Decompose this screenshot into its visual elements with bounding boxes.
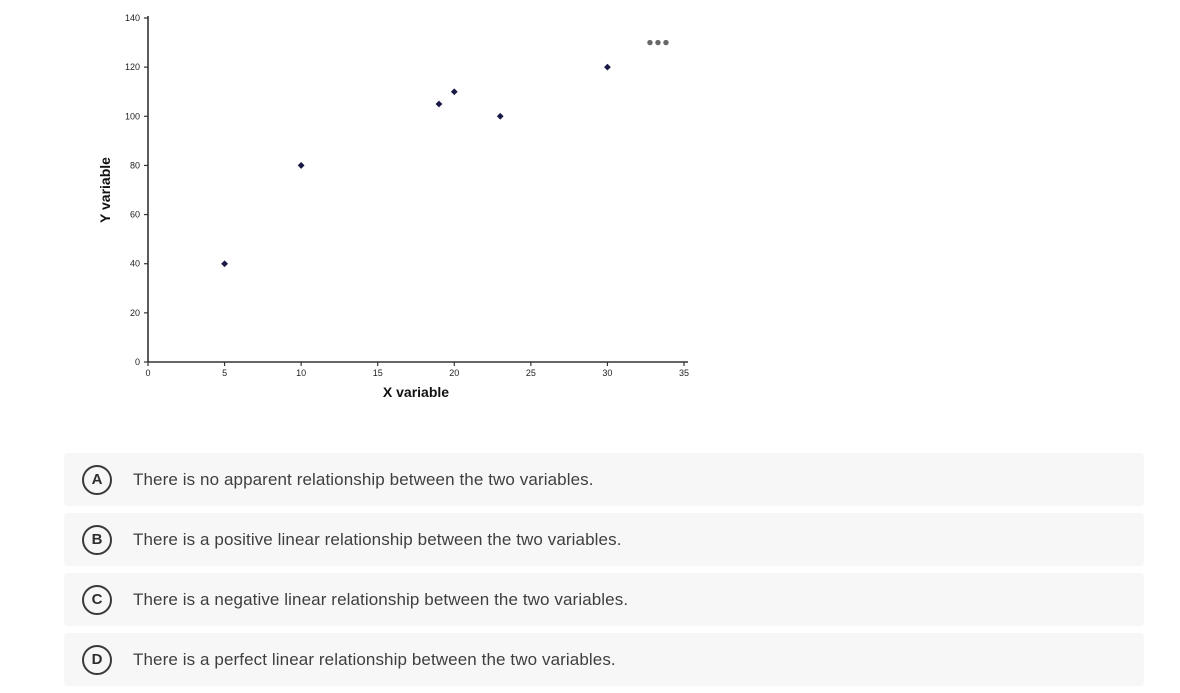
svg-text:15: 15: [373, 368, 383, 378]
svg-text:120: 120: [125, 62, 140, 72]
svg-text:10: 10: [296, 368, 306, 378]
option-row-d[interactable]: D There is a perfect linear relationship…: [64, 633, 1144, 686]
svg-text:0: 0: [135, 357, 140, 367]
svg-text:20: 20: [449, 368, 459, 378]
svg-text:35: 35: [679, 368, 689, 378]
data-point: [297, 162, 305, 169]
svg-text:60: 60: [130, 210, 140, 220]
ellipsis-dots-icon: [647, 39, 653, 46]
option-text: There is a positive linear relationship …: [133, 529, 622, 549]
option-letter-badge: B: [82, 524, 112, 555]
option-text: There is a perfect linear relationship b…: [133, 649, 616, 669]
svg-text:140: 140: [125, 13, 140, 23]
option-row-a[interactable]: A There is no apparent relationship betw…: [64, 453, 1144, 506]
svg-text:20: 20: [130, 308, 140, 318]
option-row-b[interactable]: B There is a positive linear relationshi…: [64, 513, 1144, 566]
option-row-c[interactable]: C There is a negative linear relationshi…: [64, 573, 1144, 626]
ellipsis-dots-icon: [655, 39, 661, 46]
svg-text:30: 30: [602, 368, 612, 378]
data-point: [496, 112, 504, 120]
svg-text:5: 5: [222, 368, 227, 378]
x-axis-label: X variable: [383, 384, 449, 400]
option-text: There is no apparent relationship betwee…: [133, 469, 594, 489]
data-point: [435, 100, 443, 108]
data-point: [604, 63, 611, 71]
option-letter-badge: A: [82, 464, 112, 495]
svg-text:80: 80: [130, 160, 140, 170]
svg-text:100: 100: [125, 111, 140, 121]
option-letter-badge: D: [82, 644, 112, 675]
svg-text:40: 40: [130, 259, 140, 269]
option-text: There is a negative linear relationship …: [133, 589, 629, 609]
scatter-plot-svg: 0 5 10 15 20 25 30 35 0 20 40 60 80 100 120 140 X variab…: [97, 13, 689, 400]
data-point: [221, 260, 228, 268]
data-point: [450, 88, 458, 96]
option-letter-badge: C: [82, 584, 112, 615]
scatter-chart: 0 5 10 15 20 25 30 35 0 20 40 60 80 100 120 140 X variab…: [0, 0, 720, 420]
svg-text:25: 25: [526, 368, 536, 378]
y-axis-label: Y variable: [97, 157, 113, 223]
answer-options: A There is no apparent relationship betw…: [64, 453, 1144, 693]
svg-text:0: 0: [145, 368, 150, 378]
ellipsis-dots-icon: [663, 39, 669, 46]
